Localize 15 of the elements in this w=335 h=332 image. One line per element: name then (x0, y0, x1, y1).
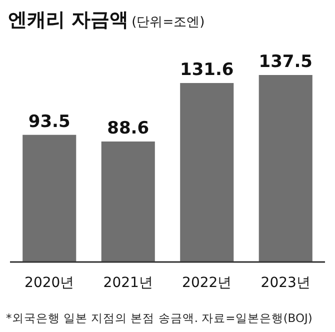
data-label: 131.6 (180, 60, 234, 80)
data-label: 93.5 (28, 112, 70, 132)
chart-title: 엔캐리 자금액 (8, 9, 129, 31)
bar (101, 142, 155, 262)
chart-subtitle: (단위=조엔) (132, 15, 205, 30)
bar (22, 134, 76, 262)
data-label: 137.5 (258, 52, 313, 72)
x-tick-label: 2023년 (260, 275, 310, 291)
text: *외국은행 일본 지점의 본점 송금액. 자료=일본은행(BOJ) (6, 311, 312, 325)
x-tick-label: 2022년 (182, 275, 232, 291)
x-tick-label: 2020년 (24, 275, 74, 291)
bar (258, 75, 312, 262)
bar (180, 83, 234, 262)
x-tick-label: 2021년 (103, 275, 153, 291)
data-label: 88.6 (107, 118, 150, 139)
